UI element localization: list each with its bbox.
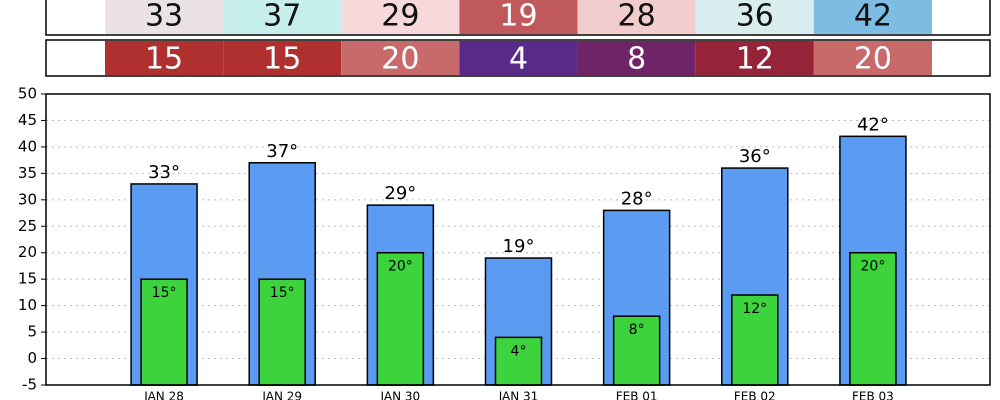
bar: [494, 336, 543, 386]
x-tick-label: JAN 30: [380, 390, 421, 400]
value-label: 15°: [270, 285, 295, 301]
y-tick-label: 25: [18, 217, 37, 235]
table-cell-value: 4: [509, 42, 528, 77]
value-label: 15°: [152, 285, 177, 301]
table-cell: [577, 41, 696, 75]
x-tick-label: JAN 28: [143, 390, 184, 400]
table-cell: [459, 0, 578, 34]
value-label: 12°: [742, 301, 767, 317]
value-label: 29°: [384, 183, 416, 204]
table-cell-value: 12: [736, 42, 774, 77]
y-tick-label: 50: [18, 85, 37, 103]
table-cell-value: 20: [854, 42, 892, 77]
table-cell: [105, 41, 224, 75]
value-label: 8°: [629, 322, 645, 338]
bar: [376, 251, 425, 386]
value-label: 36°: [739, 146, 771, 167]
table-cell-value: 29: [381, 0, 419, 34]
y-tick-label: 10: [18, 296, 37, 314]
table-cell-value: 42: [854, 0, 892, 34]
x-tick-label: FEB 02: [734, 390, 776, 400]
bar: [140, 278, 188, 386]
table-cell-value: 37: [263, 0, 301, 34]
y-tick-label: 5: [27, 323, 37, 341]
table-cell-value: 36: [736, 0, 774, 34]
x-tick-label: FEB 01: [616, 390, 658, 400]
table-cell-value: 28: [618, 0, 656, 34]
table-cell-value: 20: [381, 42, 419, 77]
plot-frame: [45, 93, 991, 386]
table-cell: [223, 41, 342, 75]
table-cell: [695, 41, 814, 75]
y-tick-label: 20: [18, 243, 37, 261]
table-cell: [813, 0, 932, 34]
bar: [258, 278, 306, 386]
table-cell: [695, 0, 814, 34]
table-cell: [813, 41, 932, 75]
x-tick-label: JAN 29: [261, 390, 302, 400]
bar: [612, 315, 661, 386]
value-label: 20°: [388, 259, 413, 275]
y-tick-label: -5: [22, 376, 37, 394]
table-cell-value: 33: [145, 0, 183, 34]
y-tick-label: 35: [18, 164, 37, 182]
y-tick-label: 40: [18, 137, 37, 155]
x-tick-label: FEB 03: [852, 390, 894, 400]
value-label: 20°: [861, 259, 886, 275]
table-cell: [577, 0, 696, 34]
bar: [731, 294, 779, 386]
table-cell: [223, 0, 342, 34]
y-tick-label: 0: [27, 349, 37, 367]
value-label: 19°: [503, 236, 535, 257]
table-cell-value: 19: [499, 0, 537, 34]
value-label: 4°: [511, 343, 527, 359]
value-label: 37°: [266, 141, 298, 162]
y-tick-label: 45: [18, 111, 37, 129]
y-tick-label: 15: [18, 270, 37, 288]
y-tick-label: 30: [18, 190, 37, 208]
value-label: 28°: [621, 188, 653, 209]
table-cell-value: 8: [627, 42, 646, 77]
value-label: 42°: [857, 114, 889, 135]
table-cell: [341, 41, 460, 75]
table-cell: [459, 41, 578, 75]
table-cell: [341, 0, 460, 34]
table-cell-value: 15: [263, 42, 301, 77]
table-cell-value: 15: [145, 42, 183, 77]
bar: [849, 251, 897, 386]
value-label: 33°: [148, 162, 180, 183]
table-cell: [105, 0, 224, 34]
x-tick-label: JAN 31: [498, 390, 539, 400]
